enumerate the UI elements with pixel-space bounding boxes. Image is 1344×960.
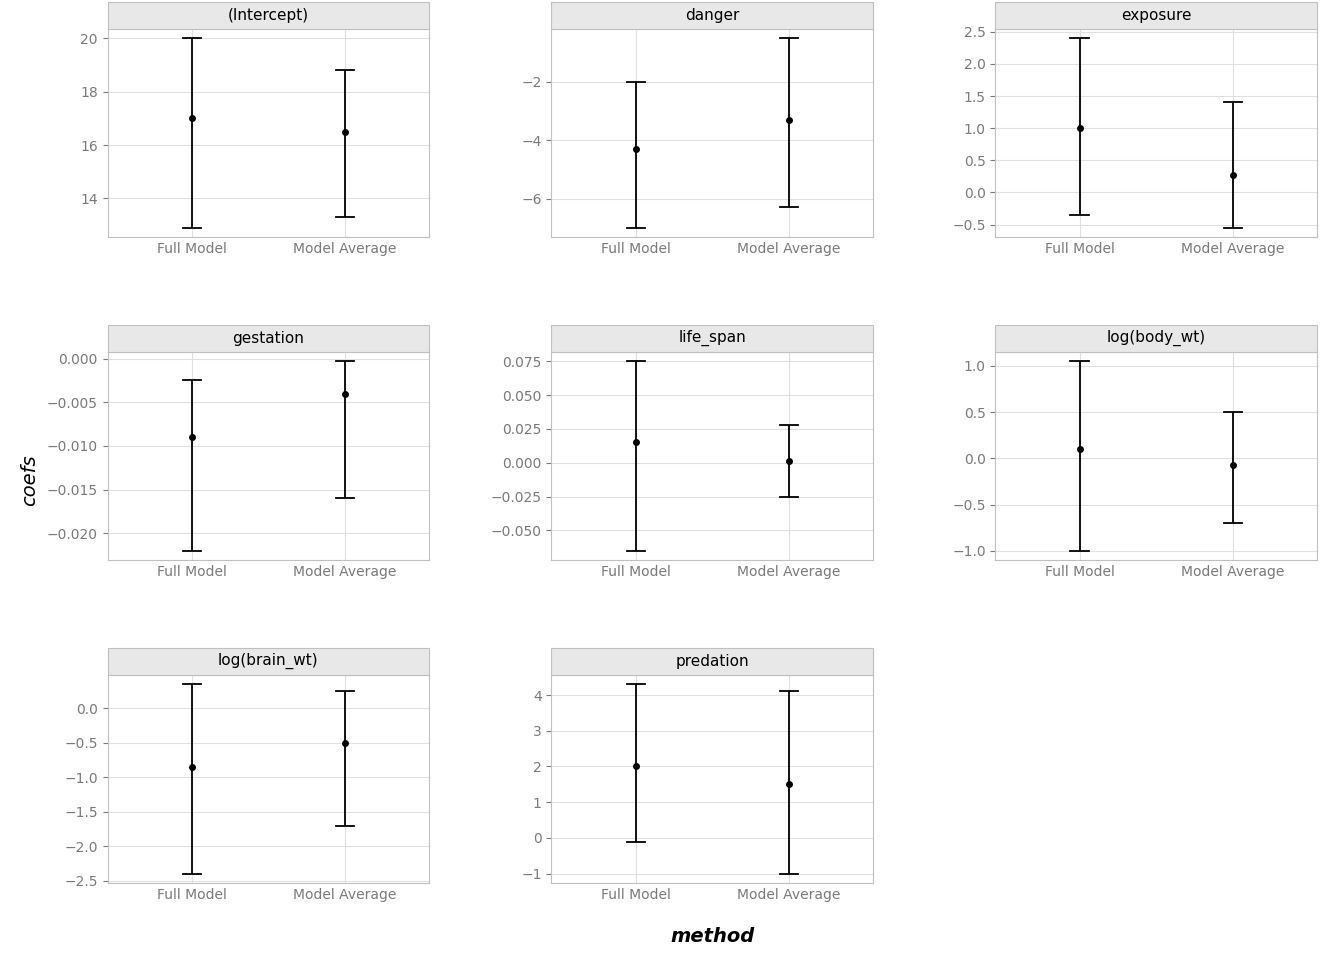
Text: gestation: gestation — [233, 331, 304, 346]
Text: log(brain_wt): log(brain_wt) — [218, 653, 319, 669]
FancyBboxPatch shape — [551, 648, 874, 675]
FancyBboxPatch shape — [996, 324, 1317, 351]
Text: coefs: coefs — [20, 454, 39, 506]
Text: predation: predation — [676, 654, 749, 669]
Text: (Intercept): (Intercept) — [228, 8, 309, 23]
Text: log(body_wt): log(body_wt) — [1106, 330, 1206, 347]
Text: method: method — [671, 926, 754, 946]
FancyBboxPatch shape — [551, 2, 874, 29]
Text: life_span: life_span — [679, 330, 746, 347]
FancyBboxPatch shape — [108, 324, 429, 351]
FancyBboxPatch shape — [108, 2, 429, 29]
FancyBboxPatch shape — [996, 2, 1317, 29]
FancyBboxPatch shape — [551, 324, 874, 351]
Text: exposure: exposure — [1121, 8, 1192, 23]
FancyBboxPatch shape — [108, 648, 429, 675]
Text: danger: danger — [685, 8, 739, 23]
